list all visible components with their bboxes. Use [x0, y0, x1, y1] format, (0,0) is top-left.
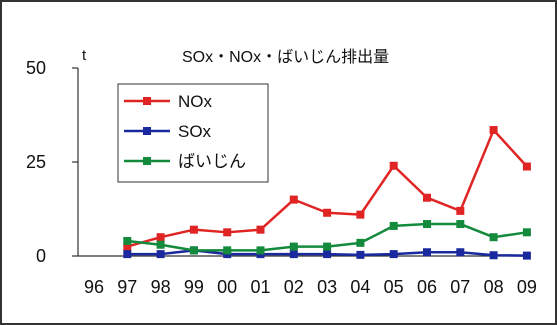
data-point-marker [423, 193, 431, 202]
series-layer [123, 126, 531, 260]
legend-label: NOx [178, 92, 213, 111]
data-point-marker [156, 233, 165, 242]
data-point-marker [522, 228, 531, 237]
y-axis-unit-label: t [82, 47, 87, 64]
data-point-marker [123, 250, 132, 259]
data-point-marker [389, 250, 398, 259]
x-tick-label: 98 [151, 277, 171, 297]
x-tick-label: 04 [350, 277, 370, 297]
data-point-marker [256, 225, 265, 234]
data-point-marker [123, 236, 132, 245]
data-point-marker [423, 248, 431, 257]
data-point-marker [356, 238, 365, 247]
x-tick-label: 09 [517, 277, 537, 297]
data-point-marker [356, 250, 365, 259]
x-tick-label: 05 [384, 277, 404, 297]
data-point-marker [489, 126, 498, 135]
data-point-marker [189, 246, 198, 255]
data-point-marker [389, 161, 398, 170]
data-point-marker [223, 228, 232, 237]
data-point-marker [189, 225, 198, 234]
data-point-marker [256, 246, 265, 255]
x-tick-label: 02 [284, 277, 304, 297]
data-point-marker [289, 195, 298, 204]
y-tick-label: 0 [36, 246, 46, 266]
x-tick-label: 07 [450, 277, 470, 297]
data-point-marker [423, 220, 431, 229]
chart-title: SOx・NOx・ばいじん排出量 [182, 48, 389, 66]
data-point-marker [323, 242, 332, 251]
legend-swatch-marker [143, 127, 151, 135]
x-tick-label: 06 [417, 277, 437, 297]
data-point-marker [156, 250, 165, 259]
y-tick-label: 25 [26, 152, 46, 172]
x-tick-label: 08 [484, 277, 504, 297]
legend-swatch-marker [143, 157, 151, 165]
data-point-marker [156, 240, 165, 249]
data-point-marker [323, 250, 332, 259]
x-tick-label: 00 [217, 277, 237, 297]
x-tick-label: 97 [117, 277, 137, 297]
data-point-marker [356, 210, 365, 219]
data-point-marker [456, 206, 465, 215]
x-tick-label: 03 [317, 277, 337, 297]
series-2 [123, 220, 531, 255]
data-point-marker [522, 162, 531, 171]
data-point-marker [323, 208, 332, 217]
data-point-marker [489, 233, 498, 242]
x-tick-label: 01 [250, 277, 270, 297]
data-point-marker [289, 250, 298, 259]
legend-label: ばいじん [178, 152, 246, 171]
series-0 [123, 126, 531, 251]
data-point-marker [456, 248, 465, 257]
y-tick-label: 50 [26, 58, 46, 78]
x-tick-label: 99 [184, 277, 204, 297]
legend-item: ばいじん [124, 152, 246, 171]
y-ticks-group: 0 25 50 [26, 58, 78, 266]
legend-item: NOx [124, 92, 213, 111]
x-ticks-group: 96 97 98 99 00 01 02 03 04 05 06 07 08 09 [84, 277, 537, 297]
data-point-marker [123, 242, 132, 251]
legend-label: SOx [178, 122, 212, 141]
data-point-marker [289, 242, 298, 251]
data-point-marker [389, 221, 398, 230]
data-point-marker [522, 251, 531, 260]
legend-item: SOx [124, 122, 212, 141]
x-tick-label: 96 [84, 277, 104, 297]
data-point-marker [456, 220, 465, 229]
data-point-marker [489, 251, 498, 260]
legend: NOx SOx ばいじん [117, 83, 269, 183]
data-point-marker [223, 246, 232, 255]
legend-swatch-marker [143, 97, 151, 105]
